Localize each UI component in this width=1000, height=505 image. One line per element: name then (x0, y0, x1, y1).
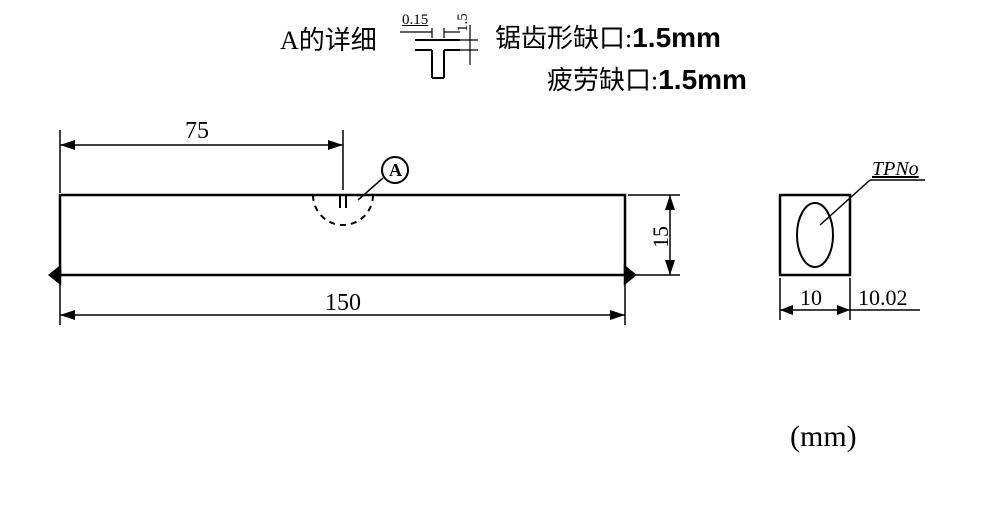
notch-serrated-row: 锯齿形缺口:1.5mm (495, 18, 721, 55)
dim-150: 150 (325, 290, 361, 317)
notch-serrated-value: 1.5mm (632, 22, 721, 53)
dim-75: 75 (185, 118, 209, 145)
dim-15: 15 (648, 226, 674, 248)
notch-fatigue-row: 疲劳缺口:1.5mm (547, 60, 747, 97)
main-rect (60, 195, 625, 275)
dim-10: 10 (800, 285, 822, 311)
detail-dim-width: 0.15 (402, 12, 428, 29)
notch-serrated-label: 锯齿形缺口: (495, 24, 632, 53)
unit-label: (mm) (790, 420, 857, 454)
tpno-label: TPNo (872, 158, 919, 181)
notch-fatigue-label: 疲劳缺口: (547, 66, 658, 95)
detail-dim-height: 1.5 (455, 13, 472, 32)
dim-tol: 10.02 (858, 285, 908, 311)
callout-a: A (389, 160, 402, 181)
detail-title: A的详细 (280, 20, 377, 57)
notch-fatigue-value: 1.5mm (658, 64, 747, 95)
